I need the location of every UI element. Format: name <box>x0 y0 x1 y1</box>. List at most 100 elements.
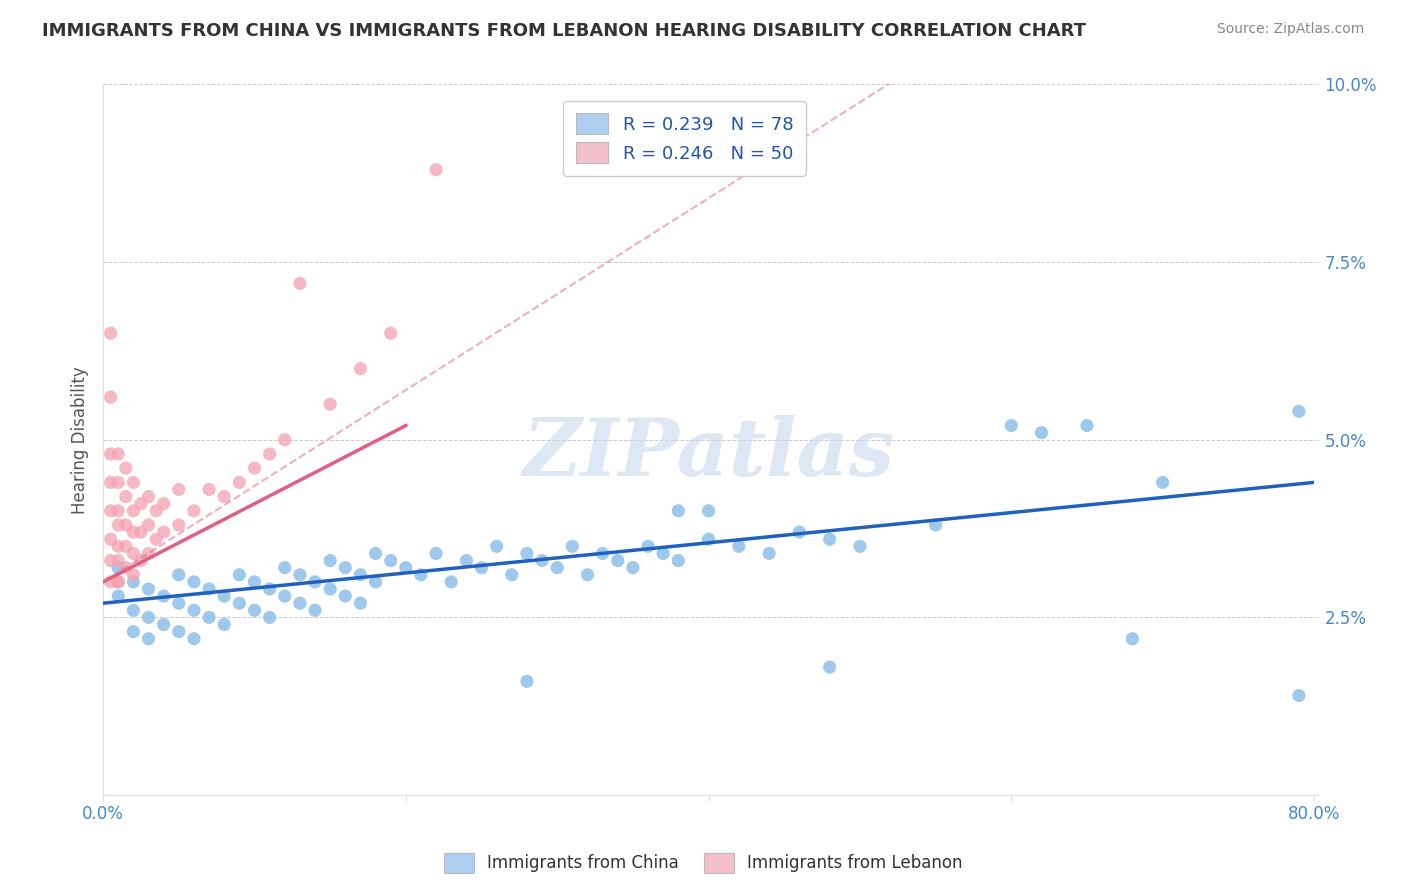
Point <box>924 518 946 533</box>
Point <box>129 525 152 540</box>
Point <box>259 610 281 624</box>
Text: IMMIGRANTS FROM CHINA VS IMMIGRANTS FROM LEBANON HEARING DISABILITY CORRELATION : IMMIGRANTS FROM CHINA VS IMMIGRANTS FROM… <box>42 22 1087 40</box>
Point <box>100 574 122 589</box>
Point <box>138 632 160 646</box>
Point <box>100 475 122 490</box>
Point <box>100 504 122 518</box>
Point <box>114 539 136 553</box>
Point <box>100 553 122 567</box>
Point <box>198 610 221 624</box>
Point <box>198 582 221 596</box>
Point <box>138 518 160 533</box>
Point <box>1121 632 1143 646</box>
Point <box>107 553 129 567</box>
Point <box>425 546 447 560</box>
Point <box>561 539 583 553</box>
Point <box>1288 404 1310 418</box>
Point <box>364 546 387 560</box>
Point <box>456 553 478 567</box>
Point <box>183 603 205 617</box>
Point <box>167 596 190 610</box>
Point <box>652 546 675 560</box>
Point <box>1076 418 1098 433</box>
Point <box>122 624 145 639</box>
Point <box>122 525 145 540</box>
Point <box>516 674 538 689</box>
Point <box>152 589 174 603</box>
Point <box>212 617 235 632</box>
Point <box>152 525 174 540</box>
Point <box>100 447 122 461</box>
Point <box>1288 689 1310 703</box>
Point <box>107 539 129 553</box>
Point <box>501 567 523 582</box>
Legend: Immigrants from China, Immigrants from Lebanon: Immigrants from China, Immigrants from L… <box>437 847 969 880</box>
Point <box>100 533 122 547</box>
Point <box>364 574 387 589</box>
Point <box>183 504 205 518</box>
Point <box>1152 475 1174 490</box>
Point <box>666 504 689 518</box>
Point <box>198 483 221 497</box>
Point <box>319 582 342 596</box>
Point <box>349 361 371 376</box>
Point <box>335 560 357 574</box>
Point <box>129 553 152 567</box>
Point <box>259 447 281 461</box>
Point <box>304 603 326 617</box>
Point <box>380 553 402 567</box>
Point <box>114 461 136 475</box>
Point <box>138 582 160 596</box>
Point <box>606 553 628 567</box>
Point <box>138 546 160 560</box>
Point <box>107 574 129 589</box>
Point <box>228 596 250 610</box>
Point <box>288 596 311 610</box>
Point <box>1031 425 1053 440</box>
Point <box>228 475 250 490</box>
Point <box>100 390 122 404</box>
Point <box>138 610 160 624</box>
Point <box>212 490 235 504</box>
Point <box>576 567 599 582</box>
Point <box>122 603 145 617</box>
Point <box>288 567 311 582</box>
Point <box>167 483 190 497</box>
Point <box>425 162 447 177</box>
Point <box>274 433 297 447</box>
Point <box>349 596 371 610</box>
Point <box>440 574 463 589</box>
Point <box>395 560 418 574</box>
Point <box>637 539 659 553</box>
Point <box>274 560 297 574</box>
Point <box>183 632 205 646</box>
Point <box>167 624 190 639</box>
Point <box>243 603 266 617</box>
Point <box>259 582 281 596</box>
Point <box>485 539 508 553</box>
Point <box>818 660 841 674</box>
Point <box>107 560 129 574</box>
Point <box>243 461 266 475</box>
Point <box>152 497 174 511</box>
Point <box>666 553 689 567</box>
Point <box>319 397 342 411</box>
Point <box>818 533 841 547</box>
Point <box>107 574 129 589</box>
Point <box>380 326 402 340</box>
Point <box>335 589 357 603</box>
Point <box>122 504 145 518</box>
Point <box>122 475 145 490</box>
Point <box>114 518 136 533</box>
Point <box>697 533 720 547</box>
Point <box>152 617 174 632</box>
Point <box>849 539 872 553</box>
Point <box>516 546 538 560</box>
Point <box>243 574 266 589</box>
Point <box>228 567 250 582</box>
Point <box>167 518 190 533</box>
Text: Source: ZipAtlas.com: Source: ZipAtlas.com <box>1216 22 1364 37</box>
Point <box>319 553 342 567</box>
Point <box>107 518 129 533</box>
Point <box>107 475 129 490</box>
